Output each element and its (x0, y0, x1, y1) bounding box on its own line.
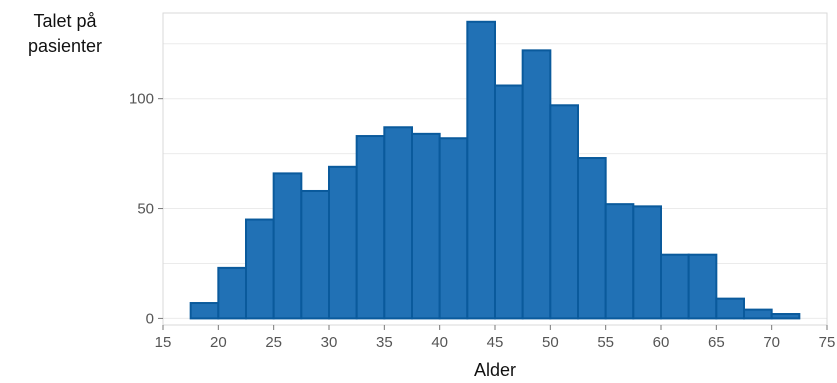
x-tick-label: 45 (487, 334, 504, 351)
histogram-bar (687, 253, 718, 320)
x-tick-label: 70 (763, 334, 780, 351)
histogram-bar (577, 157, 607, 320)
histogram-bar (494, 84, 524, 320)
histogram-bar (355, 135, 386, 320)
histogram-bar (549, 104, 579, 320)
x-tick-label: 25 (265, 334, 282, 351)
y-tick-labels: 0 50 100 (129, 91, 163, 327)
x-tick-label: 15 (155, 334, 172, 351)
x-axis-label: Alder (474, 360, 516, 380)
histogram-bar (743, 308, 773, 320)
bars (189, 20, 801, 320)
y-tick-label: 50 (137, 201, 154, 218)
histogram-bar (466, 20, 497, 320)
histogram-bar (438, 137, 469, 320)
histogram-bar (328, 165, 358, 320)
y-axis-label-line: pasienter (28, 36, 102, 56)
x-tick-label: 50 (542, 334, 559, 351)
histogram-bar (245, 218, 275, 320)
histogram-bar (770, 313, 801, 320)
histogram-bar (660, 253, 690, 320)
histogram-bar (217, 266, 247, 320)
histogram-bar (604, 203, 635, 320)
histogram-bar (189, 302, 220, 320)
x-tick-label: 40 (431, 334, 448, 351)
x-tick-label: 75 (819, 334, 836, 351)
histogram-bar (715, 297, 745, 320)
histogram-bar (272, 172, 303, 320)
histogram-bar (411, 132, 441, 320)
y-axis-label: Talet på pasienter (28, 11, 102, 56)
x-tick-label: 20 (210, 334, 227, 351)
x-tick-label: 60 (653, 334, 670, 351)
y-axis-label-line: Talet på (33, 11, 97, 31)
histogram-bar (632, 205, 662, 320)
x-tick-label: 35 (376, 334, 393, 351)
histogram-bar (383, 126, 414, 320)
histogram-bar (300, 189, 331, 320)
y-tick-label: 0 (146, 310, 154, 327)
y-tick-label: 100 (129, 91, 154, 108)
x-tick-label: 30 (321, 334, 338, 351)
histogram-bar (521, 49, 552, 320)
x-tick-labels: 15 20 25 30 35 40 45 50 55 60 65 70 75 (155, 325, 836, 351)
x-tick-label: 65 (708, 334, 725, 351)
x-tick-label: 55 (597, 334, 614, 351)
